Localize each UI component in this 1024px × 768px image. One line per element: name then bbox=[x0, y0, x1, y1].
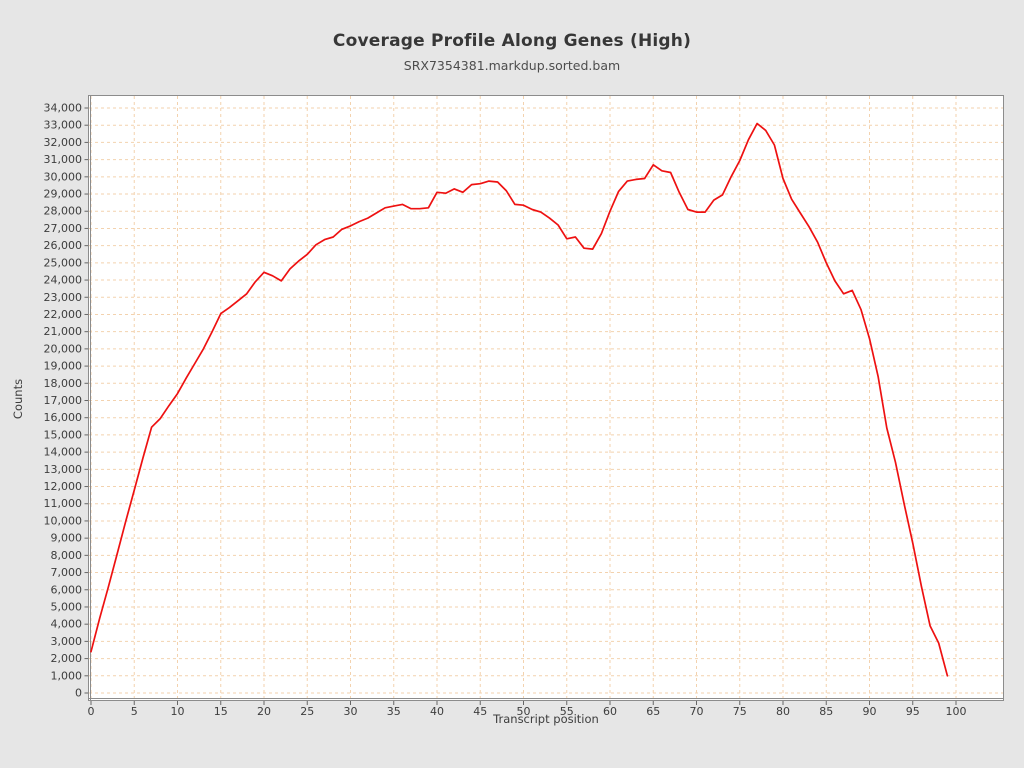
x-tick-label: 75 bbox=[733, 705, 747, 718]
y-tick-label: 4,000 bbox=[51, 618, 83, 631]
x-tick-label: 40 bbox=[430, 705, 444, 718]
y-tick-label: 29,000 bbox=[44, 188, 83, 201]
y-tick-label: 5,000 bbox=[51, 600, 83, 613]
x-tick-label: 80 bbox=[776, 705, 790, 718]
plot-area bbox=[88, 95, 1004, 701]
x-tick-label: 55 bbox=[560, 705, 574, 718]
y-tick-label: 3,000 bbox=[51, 635, 83, 648]
y-tick-label: 16,000 bbox=[44, 411, 83, 424]
y-tick-label: 24,000 bbox=[44, 274, 83, 287]
x-tick-label: 20 bbox=[257, 705, 271, 718]
x-axis-title: Transcript position bbox=[493, 712, 599, 726]
x-tick-label: 35 bbox=[387, 705, 401, 718]
y-tick-label: 12,000 bbox=[44, 480, 83, 493]
x-tick-label: 0 bbox=[88, 705, 95, 718]
x-tick-label: 95 bbox=[906, 705, 920, 718]
tick-labels: 0 1,000 2,000 3,000 4,000 5,000 6,000 7,000 8,00… bbox=[44, 102, 967, 719]
x-tick-label: 85 bbox=[819, 705, 833, 718]
y-tick-label: 21,000 bbox=[44, 325, 83, 338]
y-tick-label: 9,000 bbox=[51, 532, 83, 545]
x-tick-label: 5 bbox=[131, 705, 138, 718]
y-tick-label: 15,000 bbox=[44, 428, 83, 441]
series-line-coverage bbox=[90, 122, 949, 677]
y-tick-label: 10,000 bbox=[44, 514, 83, 527]
x-tick-label: 15 bbox=[214, 705, 228, 718]
y-tick-label: 8,000 bbox=[51, 549, 83, 562]
y-tick-label: 33,000 bbox=[44, 119, 83, 132]
chart-title: Coverage Profile Along Genes (High) bbox=[332, 31, 692, 51]
x-tick-label: 25 bbox=[300, 705, 314, 718]
x-tick-label: 100 bbox=[946, 705, 967, 718]
y-tick-label: 32,000 bbox=[44, 136, 83, 149]
y-tick-label: 27,000 bbox=[44, 222, 83, 235]
x-tick-label: 45 bbox=[473, 705, 487, 718]
plot-grid bbox=[89, 96, 1003, 700]
y-tick-label: 7,000 bbox=[51, 566, 83, 579]
chart-subtitle: SRX7354381.markdup.sorted.bam bbox=[403, 58, 621, 73]
y-tick-label: 0 bbox=[75, 687, 82, 700]
y-tick-label: 19,000 bbox=[44, 360, 83, 373]
plot-border bbox=[88, 95, 1004, 701]
y-tick-label: 14,000 bbox=[44, 446, 83, 459]
y-axis-title: Counts bbox=[11, 378, 25, 420]
x-tick-label: 10 bbox=[171, 705, 185, 718]
y-tick-label: 30,000 bbox=[44, 170, 83, 183]
y-tick-label: 17,000 bbox=[44, 394, 83, 407]
y-tick-label: 20,000 bbox=[44, 342, 83, 355]
y-tick-label: 13,000 bbox=[44, 463, 83, 476]
x-tick-label: 65 bbox=[646, 705, 660, 718]
y-tick-label: 25,000 bbox=[44, 256, 83, 269]
y-tick-label: 6,000 bbox=[51, 583, 83, 596]
x-tick-label: 90 bbox=[863, 705, 877, 718]
y-tick-label: 26,000 bbox=[44, 239, 83, 252]
x-tick-label: 50 bbox=[517, 705, 531, 718]
x-tick-label: 70 bbox=[690, 705, 704, 718]
y-tick-label: 34,000 bbox=[44, 102, 83, 115]
y-tick-label: 11,000 bbox=[44, 497, 83, 510]
x-tick-label: 60 bbox=[603, 705, 617, 718]
y-tick-label: 31,000 bbox=[44, 153, 83, 166]
x-tick-label: 30 bbox=[344, 705, 358, 718]
tick-marks bbox=[84, 107, 957, 705]
y-tick-label: 2,000 bbox=[51, 652, 83, 665]
y-tick-label: 1,000 bbox=[51, 669, 83, 682]
y-tick-label: 28,000 bbox=[44, 205, 83, 218]
y-tick-label: 23,000 bbox=[44, 291, 83, 304]
y-tick-label: 18,000 bbox=[44, 377, 83, 390]
y-tick-label: 22,000 bbox=[44, 308, 83, 321]
